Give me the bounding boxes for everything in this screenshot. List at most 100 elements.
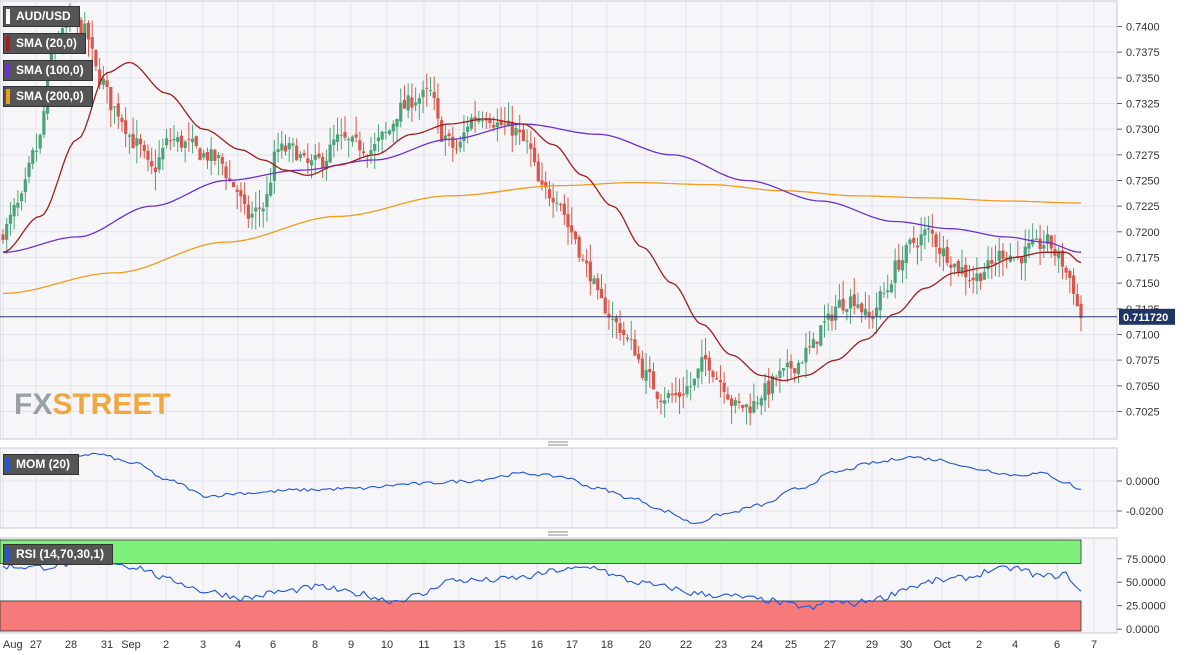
sma20-legend[interactable]: SMA (20,0) [3,33,86,54]
candle-body [1079,303,1083,319]
x-tick-label: 13 [453,639,465,651]
sma100-legend[interactable]: SMA (100,0) [3,60,93,81]
mom-legend[interactable]: MOM (20) [3,454,79,475]
candle-body [8,214,13,224]
candle-body [912,238,916,243]
candle-body [837,299,841,308]
candle-body [1038,238,1042,250]
x-tick-label: 3 [200,639,206,651]
candle-body [179,135,184,148]
candle-body [488,118,492,124]
candle-body [692,378,697,386]
current-price-label: 0.711720 [1123,312,1168,324]
candle-body [752,400,756,413]
candle-body [685,386,689,395]
x-tick-label: Sep [121,639,141,651]
candle-body [157,157,161,170]
rsi-tick-label: 75.0000 [1126,554,1166,566]
candle-body [90,37,94,49]
candle-body [291,143,295,146]
candle-body [663,400,667,404]
current-price-tag [1119,308,1175,325]
candle-body [804,347,808,363]
mom-tick-label: -0.0200 [1126,506,1163,518]
candle-body [651,371,656,390]
candle-body [231,181,236,188]
candle-body [848,296,853,309]
candle-body [213,149,217,161]
candle-body [135,138,139,146]
symbol-legend[interactable]: AUD/USD [3,6,80,27]
candle-body [321,156,325,168]
candle-body [272,151,276,181]
candle-body [592,278,596,284]
candle-body [380,131,384,140]
candle-body [287,143,291,150]
candle-body [387,130,392,135]
candle-body [492,124,496,128]
candle-body [399,102,403,122]
candle-body [339,134,343,136]
candle-body [421,89,425,98]
rsi-legend[interactable]: RSI (14,70,30,1) [3,544,114,565]
candle-body [298,154,302,158]
price-tick-label: 0.7225 [1126,201,1160,213]
candle-body [915,245,920,248]
candle-body [819,325,823,346]
price-tick-label: 0.7250 [1126,175,1160,187]
x-tick-label: 27 [30,639,42,651]
candle-body [410,97,414,108]
candle-body [384,131,388,133]
candle-body [406,95,410,111]
sma200-legend[interactable]: SMA (200,0) [3,86,93,107]
candle-body [172,138,176,141]
candle-body [607,313,611,318]
candle-body [335,134,340,142]
panel-splitter[interactable] [548,531,568,536]
candle-body [217,154,221,158]
candle-body [109,87,113,111]
candle-body [1057,251,1061,259]
candle-body [767,380,771,395]
candle-body [220,157,224,164]
candle-body [1031,239,1035,245]
candle-body [852,294,856,307]
candle-body [696,368,700,379]
candle-body [1005,257,1009,259]
candle-body [893,260,897,283]
candle-body [458,141,462,148]
x-tick-label: 4 [1012,639,1018,651]
candle-body [726,394,730,400]
candle-body [105,80,109,87]
candle-body [618,323,622,333]
candle-body [261,208,265,212]
candle-body [558,203,563,205]
candle-body [588,261,592,282]
x-tick-label: 22 [680,639,692,651]
candle-body [640,358,644,378]
panel-splitter[interactable] [548,441,568,446]
rsi-tick-label: 50.0000 [1126,577,1166,589]
candle-body [86,22,91,40]
price-panel [0,0,1118,440]
price-tick-label: 0.7100 [1126,329,1160,341]
candle-body [551,197,555,203]
x-tick-label: 9 [348,639,354,651]
candle-body [934,234,938,247]
candle-body [98,69,102,85]
candle-body [23,179,27,193]
price-tick-label: 0.7300 [1126,124,1160,136]
candle-body [637,353,641,360]
candle-body [811,339,815,348]
candle-body [845,309,849,313]
candle-body [34,150,39,152]
candle-body [1019,257,1024,264]
candle-body [889,284,894,293]
candle-body [874,307,879,317]
x-tick-label: Oct [933,639,950,651]
price-tick-label: 0.7375 [1126,47,1160,59]
candle-body [897,259,901,270]
candle-body [945,246,949,263]
candle-body [454,148,459,150]
candle-body [644,370,648,381]
